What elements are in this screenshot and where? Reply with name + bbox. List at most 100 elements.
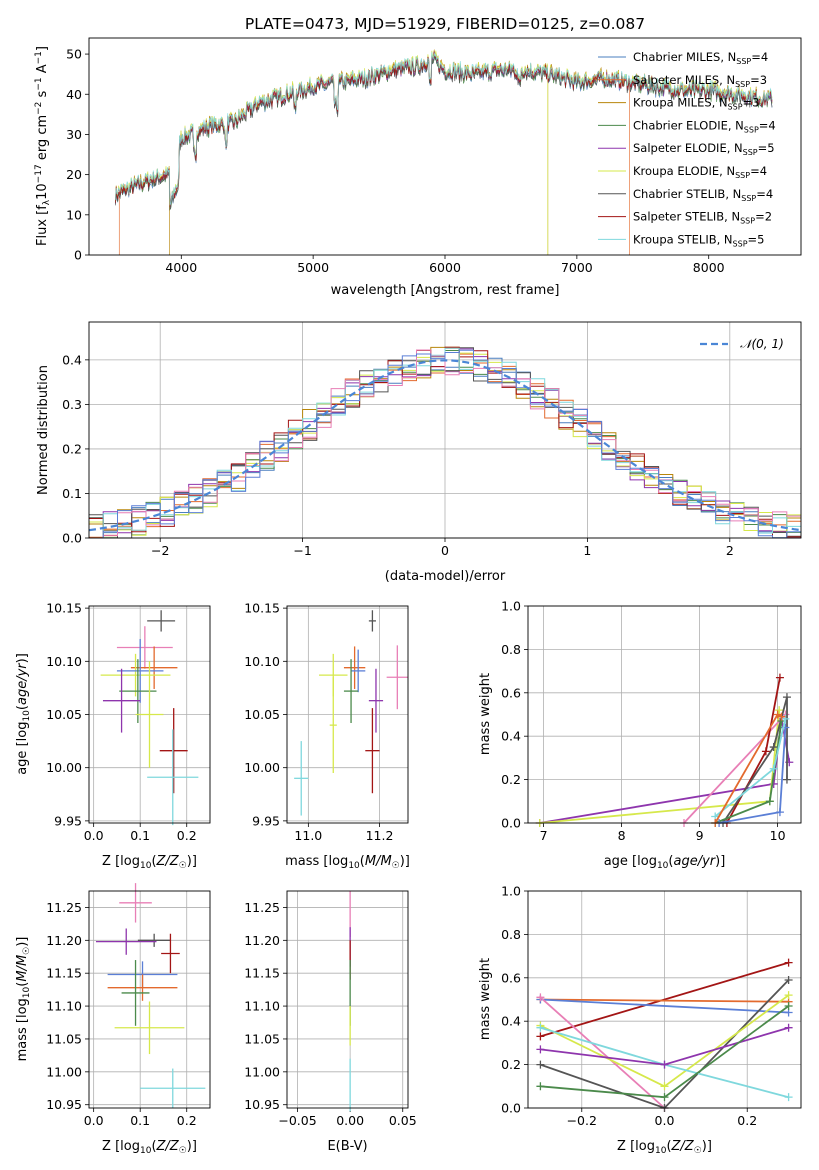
y-tick-label: 0.6 <box>501 970 521 985</box>
weight-marker <box>761 747 770 756</box>
x-tick-label: 7000 <box>561 260 593 275</box>
y-tick-label: 10.95 <box>46 1097 82 1112</box>
y-tick-label: 11.20 <box>46 933 82 948</box>
axes-mass-weight-vs-Z: −0.2 0.0 0.2 0.0 0.2 0.4 0.6 0.8 1.0 <box>501 884 802 1128</box>
weight-marker <box>782 693 791 702</box>
y-tick-label: 11.10 <box>46 999 82 1014</box>
legend-value: =5 <box>758 141 775 155</box>
x-tick-label: 0.1 <box>130 828 150 843</box>
x-axis-label-part: wavelength [Angstrom, rest frame] <box>331 283 560 298</box>
legend-value: =4 <box>751 50 768 64</box>
x-axis-label-part: )] <box>187 854 197 869</box>
legend-value: =2 <box>755 210 772 224</box>
y-tick-label: 0 <box>74 248 82 263</box>
y-tick-label: 10.05 <box>244 707 280 722</box>
axes-mass-weight-vs-age: 7 8 9 10 0.0 0.2 0.4 0.6 0.8 1.0 <box>501 599 802 843</box>
legend-sub: SSP <box>735 171 750 180</box>
y-axis-label-part: Normed distribution <box>36 365 51 495</box>
y-tick-label: 1.0 <box>501 884 521 899</box>
weight-marker <box>775 808 784 817</box>
legend-name: Chabrier STELIB, N <box>633 187 741 201</box>
x-axis-label-part: )] <box>715 854 725 869</box>
legend-value: =3 <box>750 73 767 87</box>
x-tick-label: 0.0 <box>84 1113 104 1128</box>
y-tick-label: 11.05 <box>46 1031 82 1046</box>
y-axis-label-part: 10 <box>22 710 32 722</box>
x-axis-label: Z [log10(Z/Z☉)] <box>102 854 197 871</box>
y-tick-label: 11.00 <box>46 1064 82 1079</box>
y-tick-label: 10.10 <box>46 654 82 669</box>
legend-value: =4 <box>759 118 776 132</box>
weight-line <box>539 718 791 824</box>
y-axis-label: Normed distribution <box>36 365 51 495</box>
x-tick-label: 6000 <box>429 260 461 275</box>
legend-name: Kroupa MILES, N <box>633 96 728 110</box>
y-tick-label: 0.0 <box>62 531 82 546</box>
legend-name: Kroupa ELODIE, N <box>633 164 735 178</box>
figure-title: PLATE=0473, MJD=51929, FIBERID=0125, z=0… <box>245 15 645 33</box>
y-tick-label: 10.00 <box>46 760 82 775</box>
axes-mass-vs-Z: 0.0 0.1 0.2 10.95 11.00 11.05 11.10 11.15 11.20 1… <box>46 883 211 1128</box>
axes-spectrum: 4000 5000 6000 7000 8000 0 10 20 30 40 50 <box>66 37 802 275</box>
x-axis-label-part: (data-model)/error <box>385 569 506 584</box>
y-axis-label-part: −1 <box>34 51 44 64</box>
axes-frame <box>286 890 409 1109</box>
x-axis-label-part: 10 <box>657 861 669 871</box>
weight-marker <box>769 743 778 752</box>
x-tick-label: 7 <box>540 828 548 843</box>
y-tick-label: 10.15 <box>46 601 82 616</box>
x-axis-label-part: Z/Z <box>156 1139 180 1154</box>
y-axis-label-part: mass weight <box>478 958 493 1040</box>
y-tick-label: 10.95 <box>244 1097 280 1112</box>
legend-value: =4 <box>750 164 767 178</box>
x-tick-label: −0.05 <box>278 1113 316 1128</box>
x-tick-label: 9 <box>696 828 704 843</box>
legend-value: =5 <box>748 232 765 246</box>
x-axis-label-part: age [log <box>604 854 657 869</box>
axes-frame <box>527 890 802 1109</box>
x-axis-label-part: age/yr <box>673 854 716 869</box>
x-axis-label-part: Z [log <box>102 854 140 869</box>
y-axis-label-part: −1 <box>34 77 44 90</box>
y-tick-label: 0.6 <box>501 685 521 700</box>
legend-name: Chabrier MILES, N <box>633 50 736 64</box>
y-axis-label-part: ] <box>35 46 50 51</box>
y-tick-label: 0.4 <box>501 1014 521 1029</box>
x-axis-label-part: 10 <box>348 861 360 871</box>
weight-marker <box>769 764 778 773</box>
y-tick-label: 50 <box>66 47 82 62</box>
x-axis-label-part: Z/Z <box>156 854 180 869</box>
legend-value: =4 <box>756 187 773 201</box>
y-axis-label-part: age [log <box>15 722 30 775</box>
x-axis-label-part: )] <box>702 1139 712 1154</box>
legend-label: Salpeter MILES, NSSP=3 <box>633 73 767 89</box>
axes-frame <box>527 605 802 824</box>
weight-marker <box>784 1093 793 1102</box>
weight-marker <box>536 1023 545 1032</box>
y-axis-label: mass weight <box>478 958 493 1040</box>
axes-mass-vs-EBV: −0.05 0.00 0.05 10.95 11.00 11.05 11.10 11.15 11… <box>244 890 417 1128</box>
weight-line <box>722 696 788 824</box>
y-tick-label: 30 <box>66 127 82 142</box>
y-tick-label: 0.0 <box>501 1101 521 1116</box>
legend-name: Kroupa STELIB, N <box>633 232 733 246</box>
x-tick-label: 10 <box>770 828 786 843</box>
weight-marker <box>782 775 791 784</box>
x-axis-label-part: 10 <box>140 1146 152 1156</box>
y-tick-label: 9.95 <box>54 813 82 828</box>
weight-marker <box>660 1093 669 1102</box>
legend-label: Kroupa MILES, NSSP=3 <box>633 96 759 112</box>
y-axis-label-part: M/M <box>15 955 30 982</box>
legend-sub: SSP <box>736 57 751 66</box>
x-axis-label-part: ( <box>360 854 365 869</box>
weight-marker <box>784 1023 793 1032</box>
x-tick-label: 0 <box>441 543 449 558</box>
weight-marker <box>784 1002 793 1011</box>
weight-line <box>539 996 666 1109</box>
normal-legend-label: 𝒩(0, 1) <box>740 337 784 351</box>
x-tick-label: −0.2 <box>567 1113 597 1128</box>
weight-line <box>539 710 781 824</box>
x-tick-label: 11.2 <box>366 828 394 843</box>
